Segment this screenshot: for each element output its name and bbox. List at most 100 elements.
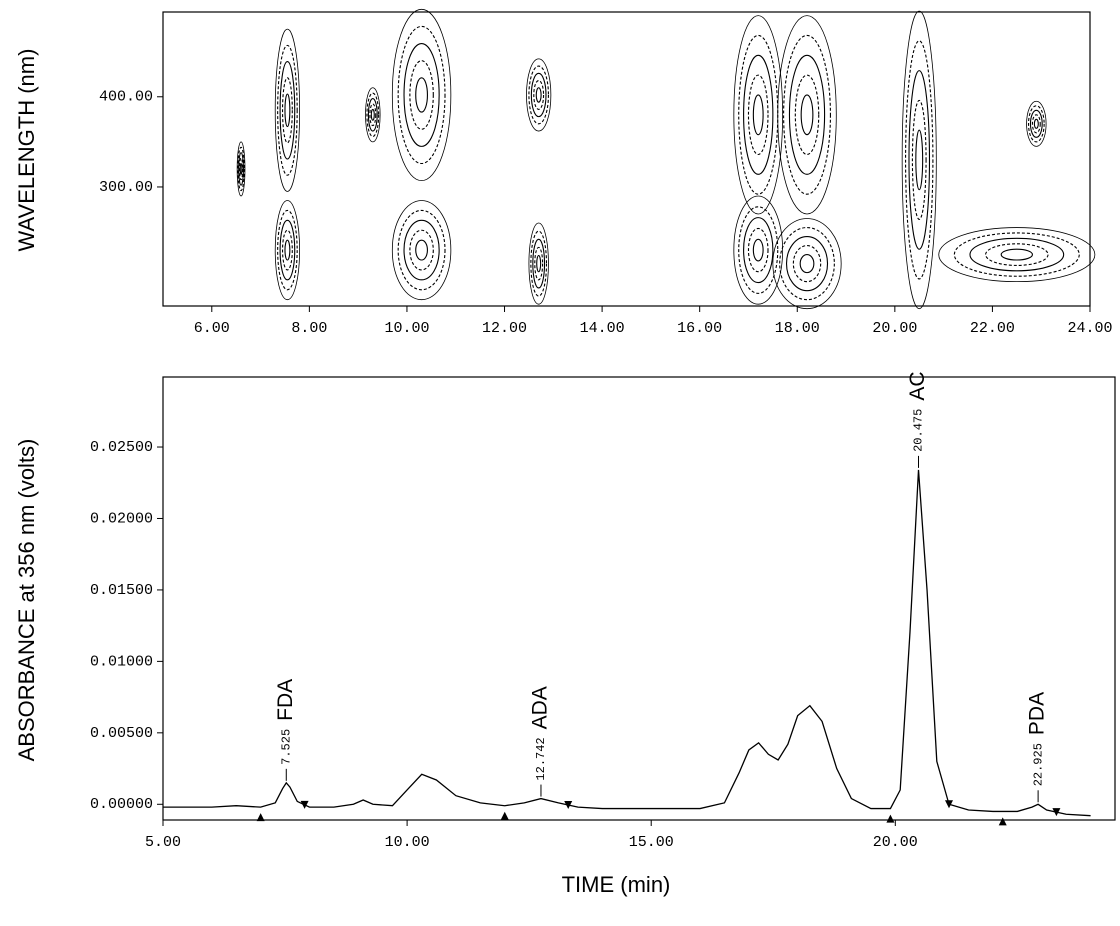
- retention-time: 7.525: [279, 729, 293, 765]
- contour-ring: [969, 237, 1065, 272]
- contour-ring: [752, 94, 764, 136]
- trace: [163, 469, 1091, 817]
- contour-ring: [403, 219, 440, 281]
- x-tick-label: 24.00: [1067, 320, 1112, 337]
- x-tick-label: 22.00: [970, 320, 1015, 337]
- contour-ring: [794, 74, 820, 156]
- contour-ring: [237, 146, 245, 192]
- retention-time: 12.742: [534, 737, 548, 780]
- contour-ring: [391, 200, 452, 301]
- contour-ring: [532, 238, 546, 289]
- baseline-start-marker: [886, 814, 895, 823]
- contour-ring: [788, 54, 826, 175]
- contour-ring: [279, 61, 296, 160]
- contour-ring: [528, 222, 549, 305]
- baseline-start-marker: [998, 817, 1007, 826]
- contour-ring: [1031, 114, 1041, 134]
- y-tick-label: 0.01000: [90, 653, 153, 670]
- contour-ring: [277, 209, 298, 291]
- contour-ring: [370, 108, 375, 121]
- peak-name: AC: [906, 371, 929, 400]
- contour-ring: [536, 254, 542, 273]
- contour-ring: [1029, 109, 1043, 138]
- x-tick-label: 12.00: [482, 320, 527, 337]
- contour-ring: [777, 15, 837, 215]
- contour-ring: [535, 87, 542, 103]
- contour-ring: [733, 15, 784, 215]
- contour-ring: [953, 232, 1080, 277]
- baseline-start-marker: [256, 813, 265, 822]
- contour-ring: [369, 103, 377, 127]
- contour-ring: [905, 40, 934, 280]
- contour-ring: [409, 229, 434, 271]
- y-axis-label: WAVELENGTH (nm): [14, 49, 39, 252]
- contour-ring: [747, 74, 769, 156]
- contour-ring: [279, 219, 296, 281]
- contour-ring: [366, 92, 380, 138]
- contour-ring: [779, 226, 835, 301]
- contour-ring: [752, 238, 764, 262]
- contour-ring: [365, 87, 381, 143]
- contour-ring: [901, 10, 937, 310]
- contour-ring: [747, 227, 769, 273]
- contour-ring: [409, 60, 434, 130]
- contour-ring: [403, 43, 440, 147]
- contour-ring: [274, 200, 301, 301]
- y-tick-label: 400.00: [99, 89, 153, 106]
- y-tick-label: 0.00500: [90, 725, 153, 742]
- contour-ring: [1026, 100, 1047, 147]
- x-tick-label: 14.00: [580, 320, 625, 337]
- contour-ring: [238, 152, 244, 186]
- retention-time: 22.925: [1031, 743, 1045, 786]
- x-tick-label: 6.00: [194, 320, 230, 337]
- contour-ring: [743, 54, 774, 175]
- x-tick-label: 20.00: [872, 320, 917, 337]
- contour-ring: [785, 236, 829, 292]
- baseline-end-marker: [564, 800, 573, 809]
- contour-ring: [1033, 118, 1039, 129]
- y-tick-label: 0.02500: [90, 439, 153, 456]
- chromatogram-frame: [162, 376, 1116, 821]
- contour-ring: [938, 227, 1096, 283]
- contour-ring: [783, 34, 831, 195]
- contour-ring: [284, 93, 291, 128]
- contour-ring: [530, 72, 547, 118]
- contour-ring: [415, 239, 428, 261]
- contour-ring: [738, 34, 779, 195]
- contour-ring: [238, 157, 244, 181]
- contour-ring: [1027, 105, 1045, 143]
- contour-ring: [415, 77, 428, 113]
- x-tick-label: 10.00: [384, 320, 429, 337]
- baseline-end-marker: [945, 800, 954, 809]
- contour-ring: [526, 58, 552, 132]
- contour-ring: [792, 245, 822, 283]
- x-tick-label: 5.00: [145, 834, 181, 851]
- y-tick-label: 0.01500: [90, 582, 153, 599]
- contour-ring: [284, 239, 291, 261]
- contour-ring: [534, 246, 544, 281]
- contour-ring: [530, 230, 548, 297]
- contour-ring: [367, 98, 378, 132]
- x-axis-label: TIME (min): [562, 872, 671, 897]
- contour-ring: [277, 44, 298, 176]
- baseline-end-marker: [1052, 808, 1061, 817]
- x-tick-label: 15.00: [629, 834, 674, 851]
- retention-time: 20.475: [912, 409, 926, 452]
- contour-ring: [738, 206, 779, 294]
- contour-ring: [915, 129, 924, 191]
- contour-ring: [772, 218, 842, 310]
- contour-ring: [391, 8, 452, 182]
- contour-ring: [743, 217, 774, 284]
- contour-ring: [985, 243, 1049, 266]
- contour-ring: [397, 209, 446, 291]
- contour-ring: [908, 70, 931, 250]
- contour-ring: [733, 195, 784, 305]
- baseline-end-marker: [300, 800, 309, 809]
- contour-ring: [799, 254, 815, 274]
- contour-ring: [274, 28, 301, 192]
- x-tick-label: 8.00: [291, 320, 327, 337]
- peak-name: PDA: [1026, 692, 1049, 735]
- contour-ring: [281, 229, 293, 271]
